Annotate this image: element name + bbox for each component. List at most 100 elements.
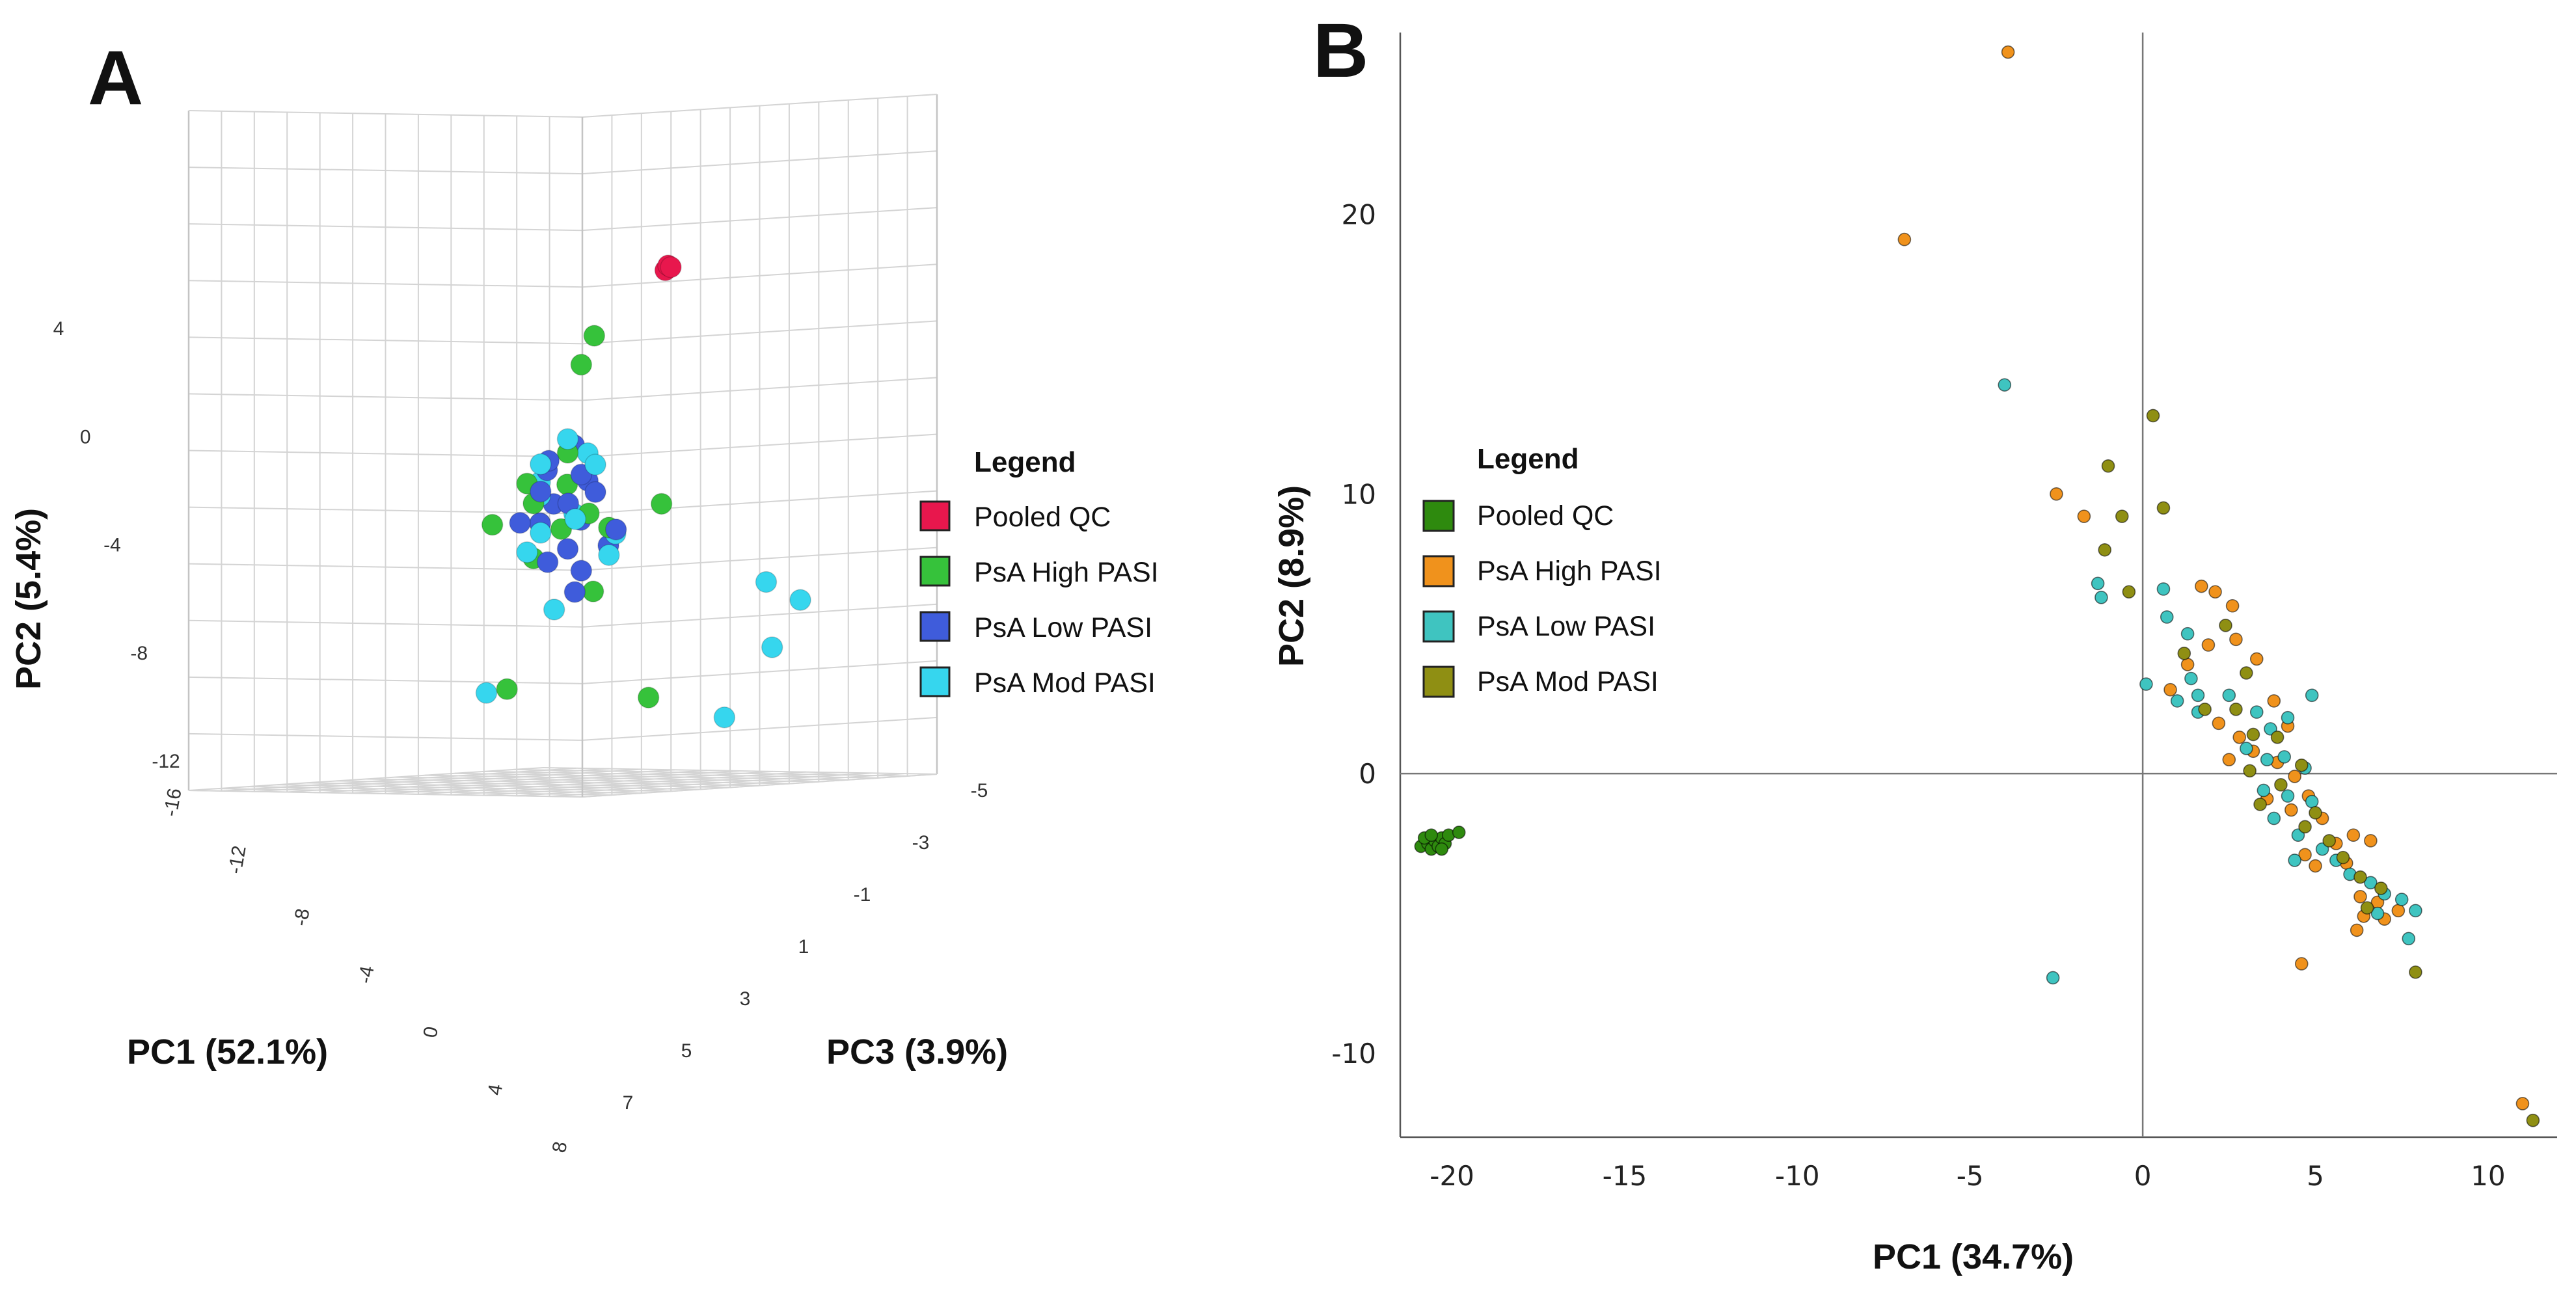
grid-line (543, 767, 938, 775)
point-psa-low-pasi (536, 551, 559, 573)
panel-a-y-tick-label: 4 (53, 318, 64, 340)
panel-b-y-tick-label: 20 (1342, 198, 1376, 230)
point-pooled-qc (660, 256, 682, 278)
point-psa-low-pasi (604, 518, 627, 541)
point-psa-high-pasi (2391, 904, 2406, 918)
grid-line (513, 768, 908, 777)
panel-b-x-tick-label: -20 (1430, 1160, 1474, 1192)
legend-swatch-psa-mod-pasi (919, 666, 951, 697)
panel-a-z-tick-label: -3 (912, 832, 930, 854)
legend-swatch-psa-low-pasi (919, 611, 951, 642)
point-psa-high-pasi (2346, 828, 2361, 842)
point-psa-high-pasi (2249, 652, 2264, 666)
panel-b-x-tick-label: 5 (2307, 1160, 2324, 1192)
panel-b-legend: Legend Pooled QC PsA High PASI PsA Low PAS… (1422, 443, 1662, 698)
legend-swatch-psa-high-pasi (1422, 555, 1455, 587)
panel-a-x-tick-label: -4 (355, 964, 379, 985)
point-psa-low-pasi (2222, 688, 2236, 703)
grid-line (188, 167, 583, 175)
point-psa-mod-pasi (2353, 870, 2367, 884)
panel-a-x-axis-title: PC1 (52.1%) (127, 1032, 328, 1071)
point-psa-high-pasi (2298, 848, 2312, 862)
point-pooled-qc (1452, 826, 1466, 839)
panel-b-x-tick-label: 0 (2134, 1160, 2152, 1192)
point-psa-low-pasi (2288, 854, 2301, 867)
point-psa-mod-pasi (2270, 730, 2285, 744)
panel-a-x-tick-label: -8 (290, 907, 314, 928)
panel-b-y-tick-label: 0 (1359, 758, 1376, 790)
point-psa-low-pasi (2277, 750, 2292, 764)
panel-a-x-tick-label: -12 (224, 844, 251, 875)
panel-a-x-tick-label: 4 (484, 1083, 507, 1097)
point-psa-mod-pasi (2122, 585, 2136, 599)
point-psa-mod-pasi (789, 589, 811, 611)
panel-a-points (475, 254, 811, 729)
point-psa-high-pasi (650, 492, 673, 515)
legend-label-psa-low-pasi: PsA Low PASI (974, 612, 1152, 643)
grid-line (582, 150, 938, 175)
point-psa-low-pasi (2305, 794, 2319, 809)
panel-a-y-axis-title: PC2 (5.4%) (9, 508, 48, 690)
panel-a-z-tick-label: 1 (798, 936, 809, 958)
point-psa-mod-pasi (598, 544, 620, 566)
panel-a-letter: A (88, 35, 143, 121)
panel-a-x-tick-label: -16 (160, 787, 186, 818)
point-psa-mod-pasi (556, 428, 579, 450)
grid-line (221, 767, 576, 792)
point-psa-mod-pasi (564, 508, 586, 530)
point-psa-high-pasi (481, 513, 504, 536)
point-psa-mod-pasi (2274, 778, 2288, 792)
legend-swatch-psa-mod-pasi (1422, 666, 1455, 698)
point-psa-mod-pasi (2115, 509, 2129, 523)
point-psa-high-pasi (496, 678, 518, 701)
point-psa-mod-pasi (543, 599, 565, 621)
panel-a-y-tick-label: -12 (152, 751, 180, 772)
point-psa-low-pasi (2281, 710, 2295, 725)
point-psa-low-pasi (2409, 904, 2422, 918)
point-psa-mod-pasi (2526, 1113, 2540, 1127)
point-psa-mod-pasi (2240, 666, 2253, 680)
point-psa-low-pasi (2260, 753, 2274, 766)
point-pooled-qc (1435, 842, 1448, 856)
point-psa-mod-pasi (755, 571, 778, 593)
point-psa-low-pasi (1998, 378, 2012, 392)
panel-b-x-tick-label: -5 (1957, 1160, 1984, 1192)
point-psa-mod-pasi (2246, 727, 2260, 742)
point-psa-mod-pasi (530, 522, 552, 544)
point-psa-high-pasi (2212, 716, 2226, 731)
panel-a-z-axis-title: PC3 (3.9%) (826, 1032, 1008, 1071)
legend-label-psa-high-pasi: PsA High PASI (1477, 556, 1662, 587)
point-psa-high-pasi (2001, 45, 2015, 59)
grid-line (582, 207, 938, 232)
grid-line (188, 223, 583, 232)
point-psa-mod-pasi (2098, 543, 2112, 557)
point-psa-mod-pasi (516, 541, 538, 563)
panel-b-reference-lines (1400, 33, 2557, 1137)
point-psa-mod-pasi (584, 453, 606, 476)
point-psa-high-pasi (2163, 682, 2177, 697)
panel-a-z-tick-label: 3 (740, 988, 751, 1010)
panel-a-legend-title: Legend (974, 446, 1076, 478)
point-psa-mod-pasi (2309, 806, 2322, 820)
point-psa-mod-pasi (2146, 409, 2160, 423)
point-psa-low-pasi (2046, 971, 2060, 985)
point-psa-low-pasi (2180, 626, 2195, 641)
panel-b-2d-scatter: B -20 -15 -10 -5 0 5 10 -10 0 10 20 PC2 (8.9%) PC1… (1272, 8, 2557, 1276)
panel-b-x-tick-label: -10 (1775, 1160, 1820, 1192)
point-psa-high-pasi (582, 580, 604, 602)
point-psa-mod-pasi (2101, 459, 2115, 473)
point-psa-high-pasi (2364, 834, 2378, 848)
point-psa-high-pasi (2232, 730, 2247, 744)
grid-line (582, 94, 938, 118)
point-psa-high-pasi (2294, 957, 2309, 971)
legend-label-psa-low-pasi: PsA Low PASI (1477, 611, 1655, 642)
point-psa-high-pasi (2201, 638, 2216, 652)
point-psa-high-pasi (637, 686, 660, 708)
grid-line (484, 770, 878, 779)
point-psa-high-pasi (1897, 232, 1912, 247)
point-psa-low-pasi (2267, 811, 2281, 826)
point-psa-high-pasi (2180, 658, 2195, 671)
point-psa-mod-pasi (2219, 619, 2232, 632)
panel-a-z-tick-label: -5 (971, 780, 988, 801)
panel-a-3d-grid (187, 94, 938, 798)
